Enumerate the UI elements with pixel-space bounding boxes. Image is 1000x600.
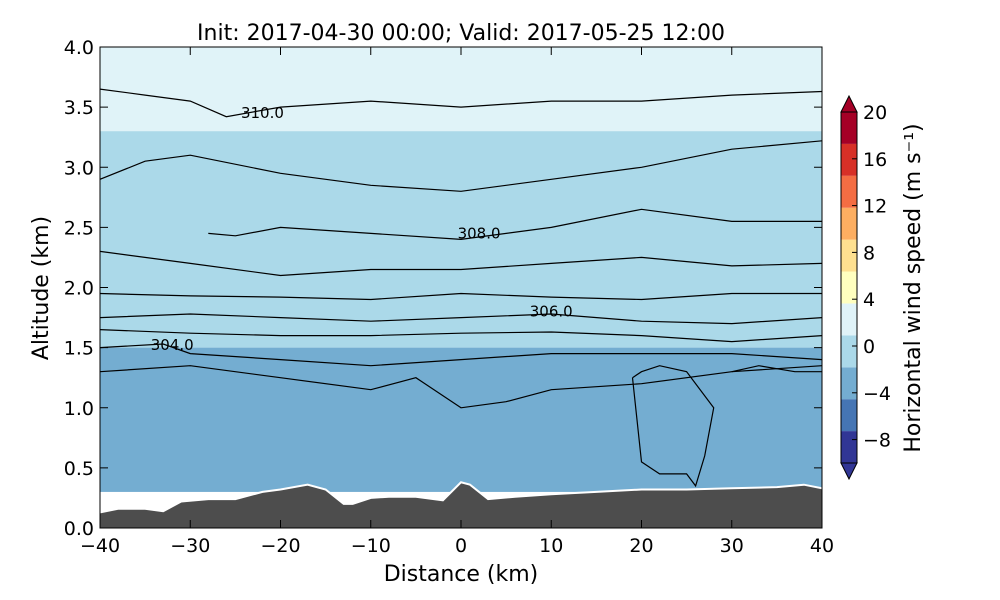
contour-label: 310.0	[241, 104, 284, 122]
y-tick-label: 2.0	[64, 278, 94, 300]
contour-line	[100, 292, 822, 301]
y-tick-label: 3.5	[64, 97, 94, 119]
x-tick-label: 30	[720, 535, 744, 557]
contour-line	[731, 365, 822, 373]
colorbar-segment	[841, 431, 857, 463]
wind-speed-band	[100, 47, 822, 132]
colorbar: −8 −4 0 4 8 12 16 20 Horizontal wind speed (m s…	[840, 94, 926, 481]
y-tick-label: 4.0	[64, 37, 94, 59]
y-tick-label: 2.5	[64, 217, 94, 239]
terrain-layer	[100, 481, 822, 528]
colorbar-segment	[841, 143, 857, 176]
contour-line	[100, 88, 822, 118]
contour-line	[100, 329, 822, 343]
colorbar-tick-label: 4	[863, 289, 875, 311]
colorbar-tick-label: −4	[863, 383, 891, 405]
y-tick-label: 3.0	[64, 157, 94, 179]
colorbar-bands	[840, 94, 858, 481]
plot-area	[100, 47, 822, 528]
contour-labels: 310.0 308.0 306.0 304.0	[151, 104, 573, 354]
x-tick-label: −10	[351, 535, 391, 557]
wind-speed-band	[100, 131, 822, 288]
colorbar-tick-label: −8	[863, 430, 891, 452]
colorbar-segment	[841, 207, 857, 240]
contour-line	[100, 250, 822, 277]
wind-speed-band	[100, 347, 822, 492]
x-tick-label: 10	[539, 535, 563, 557]
colorbar-tick-label: 12	[863, 196, 887, 218]
colorbar-ticks: −8 −4 0 4 8 12 16 20	[852, 102, 891, 452]
colorbar-segment	[841, 271, 857, 304]
contour-label: 306.0	[530, 303, 573, 321]
wind-speed-fill	[100, 47, 822, 492]
y-tick-label: 1.5	[64, 338, 94, 360]
colorbar-frame	[840, 111, 858, 464]
x-tick-label: −30	[170, 535, 210, 557]
colorbar-segment	[841, 239, 857, 272]
colorbar-min-arrow	[840, 462, 858, 481]
colorbar-tick-label: 8	[863, 242, 875, 264]
x-axis-label: Distance (km)	[384, 562, 539, 587]
colorbar-segment	[841, 175, 857, 208]
colorbar-tick-label: 20	[863, 102, 887, 124]
colorbar-max-arrow	[840, 94, 858, 113]
x-axis-ticks: −40 −30 −20 −10 0 10 20 30 40	[80, 47, 834, 557]
contour-line	[100, 343, 822, 367]
y-axis-label: Altitude (km)	[29, 216, 54, 360]
x-tick-label: −40	[80, 535, 120, 557]
terrain-fill	[100, 482, 822, 528]
potential-temperature-contours	[100, 88, 822, 488]
colorbar-segment	[841, 367, 857, 400]
contour-line	[100, 140, 822, 192]
contour-line	[208, 208, 822, 241]
terrain-outline	[100, 481, 822, 514]
y-tick-label: 0.5	[64, 458, 94, 480]
colorbar-tick-label: 0	[863, 336, 875, 358]
x-tick-label: 20	[629, 535, 653, 557]
x-tick-label: −20	[260, 535, 300, 557]
y-axis-ticks: 0.0 0.5 1.0 1.5 2.0 2.5 3.0 3.5 4.0	[64, 37, 822, 540]
x-tick-label: 0	[455, 535, 467, 557]
colorbar-segment	[841, 303, 857, 336]
chart-title: Init: 2017-04-30 00:00; Valid: 2017-05-2…	[197, 21, 725, 46]
y-tick-label: 0.0	[64, 518, 94, 540]
contour-line	[100, 365, 822, 409]
colorbar-segment	[841, 335, 857, 368]
x-tick-label: 40	[810, 535, 834, 557]
colorbar-tick-label: 16	[863, 149, 887, 171]
contour-label: 304.0	[151, 336, 194, 354]
contour-line	[100, 313, 822, 325]
colorbar-segment	[841, 112, 857, 144]
contour-line	[631, 365, 715, 488]
contour-label: 308.0	[458, 224, 501, 242]
colorbar-label: Horizontal wind speed (m s⁻¹)	[901, 123, 926, 452]
y-tick-label: 1.0	[64, 398, 94, 420]
colorbar-segment	[841, 399, 857, 432]
